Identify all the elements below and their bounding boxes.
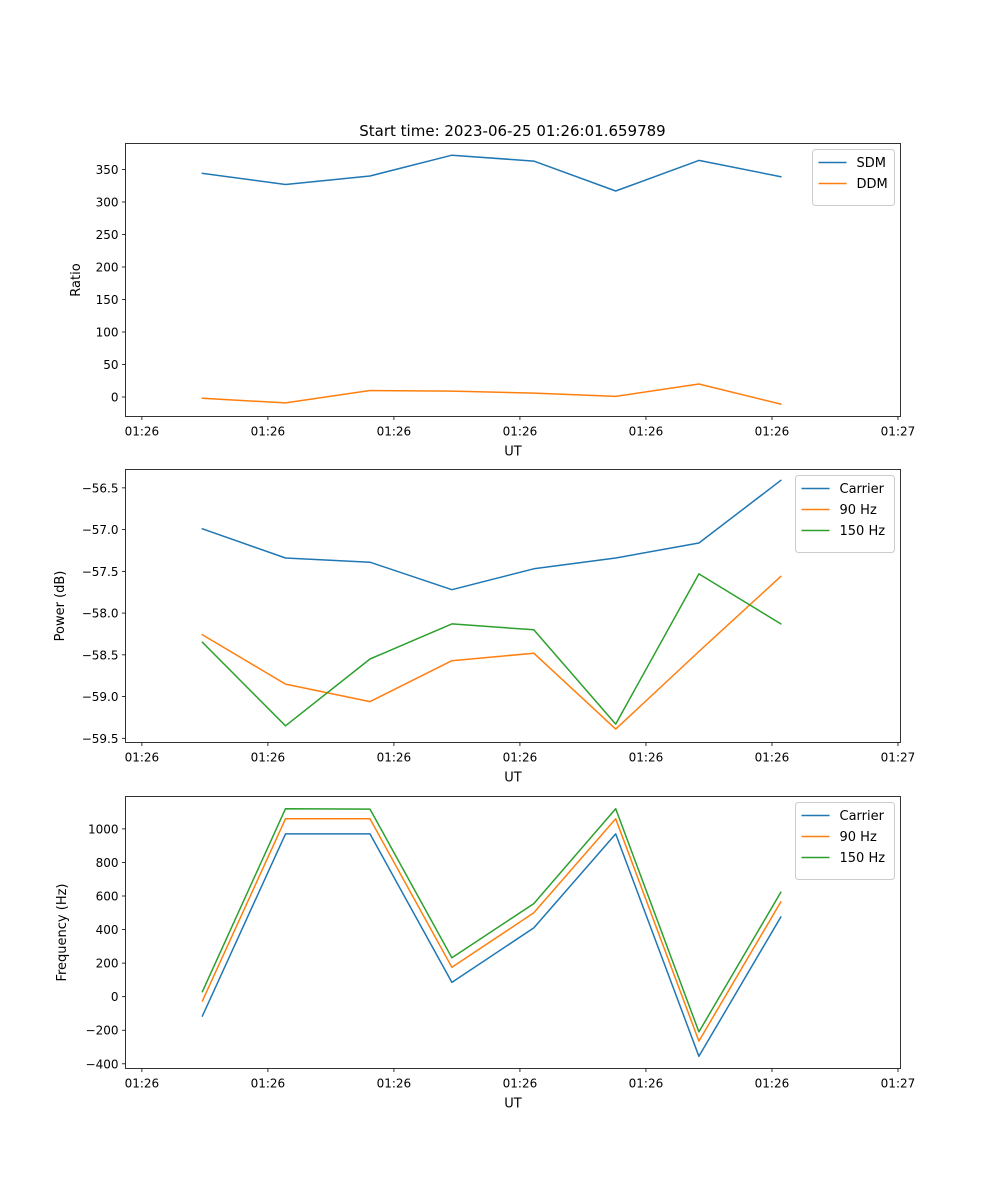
x-tick-label: 01:26 bbox=[251, 1077, 286, 1091]
x-tick-label: 01:27 bbox=[881, 751, 916, 765]
y-tick-label: 200 bbox=[96, 957, 119, 971]
legend-label: Carrier bbox=[840, 482, 885, 497]
y-axis-label: Power (dB) bbox=[53, 571, 68, 642]
legend-label: Carrier bbox=[840, 809, 885, 824]
y-tick-label: −59.0 bbox=[82, 690, 119, 704]
legend: SDM DDM bbox=[812, 149, 895, 206]
legend-label: 150 Hz bbox=[840, 524, 886, 539]
series-line-carrier bbox=[201, 833, 782, 1058]
x-tick-label: 01:26 bbox=[377, 425, 412, 439]
series-line-sdm bbox=[201, 154, 782, 192]
x-tick-label: 01:26 bbox=[629, 425, 664, 439]
y-tick-label: 600 bbox=[96, 890, 119, 904]
legend: Carrier 90 Hz 150 Hz bbox=[795, 475, 895, 553]
x-tick-label: 01:26 bbox=[377, 751, 412, 765]
legend: Carrier 90 Hz 150 Hz bbox=[795, 802, 895, 880]
x-axis-label: UT bbox=[504, 1097, 522, 1112]
legend-label: 150 Hz bbox=[840, 851, 886, 866]
x-tick-label: 01:26 bbox=[503, 751, 538, 765]
legend-box bbox=[795, 475, 895, 553]
y-tick-label: −58.5 bbox=[82, 648, 119, 662]
y-tick-label: −59.5 bbox=[82, 732, 119, 746]
series-line-90-hz bbox=[201, 575, 782, 730]
x-tick-label: 01:26 bbox=[503, 1077, 538, 1091]
y-axis-label: Ratio bbox=[69, 263, 84, 296]
chart-panel-2: 01:26 01:26 01:26 01:26 01:26 01:26 01:27 −59.5… bbox=[53, 469, 916, 786]
series-line-150-hz bbox=[201, 807, 782, 1033]
y-tick-label: 400 bbox=[96, 923, 119, 937]
y-tick-label: 350 bbox=[96, 163, 119, 177]
series-line-90-hz bbox=[201, 818, 782, 1042]
x-tick-label: 01:26 bbox=[377, 1077, 412, 1091]
legend-label: 90 Hz bbox=[840, 503, 877, 518]
y-axis-label: Frequency (Hz) bbox=[55, 883, 70, 981]
axes-frame bbox=[125, 469, 901, 743]
x-tick-label: 01:26 bbox=[755, 425, 790, 439]
y-tick-label: −56.5 bbox=[82, 481, 119, 495]
y-tick-label: 800 bbox=[96, 856, 119, 870]
y-tick-label: 300 bbox=[96, 196, 119, 210]
series-line-ddm bbox=[201, 383, 782, 406]
legend-box bbox=[812, 149, 895, 206]
x-tick-label: 01:26 bbox=[755, 751, 790, 765]
x-tick-label: 01:26 bbox=[251, 425, 286, 439]
legend-label: DDM bbox=[857, 177, 888, 192]
y-tick-label: −57.5 bbox=[82, 565, 119, 579]
y-tick-label: 200 bbox=[96, 261, 119, 275]
x-tick-label: 01:26 bbox=[629, 1077, 664, 1091]
x-tick-label: 01:27 bbox=[881, 1077, 916, 1091]
y-tick-label: 1000 bbox=[88, 822, 119, 836]
legend-box bbox=[795, 802, 895, 880]
charts-container: 01:26 01:26 01:26 01:26 01:26 01:26 01:27 0 50 10… bbox=[53, 143, 916, 1112]
x-tick-label: 01:26 bbox=[125, 425, 160, 439]
x-axis-label: UT bbox=[504, 445, 522, 460]
y-tick-label: 250 bbox=[96, 228, 119, 242]
y-tick-label: −400 bbox=[86, 1057, 119, 1071]
axes-frame bbox=[125, 143, 901, 417]
chart-panel-1: 01:26 01:26 01:26 01:26 01:26 01:26 01:27 0 50 10… bbox=[69, 143, 916, 460]
y-tick-label: −200 bbox=[86, 1024, 119, 1038]
axes-frame bbox=[125, 796, 901, 1069]
chart-panel-3: 01:26 01:26 01:26 01:26 01:26 01:26 01:27 −400 −… bbox=[55, 796, 916, 1112]
x-axis-label: UT bbox=[504, 771, 522, 786]
legend-label: 90 Hz bbox=[840, 830, 877, 845]
x-tick-label: 01:27 bbox=[881, 425, 916, 439]
y-tick-label: 100 bbox=[96, 326, 119, 340]
y-tick-label: 50 bbox=[103, 358, 118, 372]
x-tick-label: 01:26 bbox=[629, 751, 664, 765]
y-tick-label: 150 bbox=[96, 293, 119, 307]
y-tick-label: −57.0 bbox=[82, 523, 119, 537]
x-tick-label: 01:26 bbox=[755, 1077, 790, 1091]
x-tick-label: 01:26 bbox=[125, 751, 160, 765]
legend-label: SDM bbox=[857, 156, 886, 171]
y-tick-label: −58.0 bbox=[82, 607, 119, 621]
series-line-carrier bbox=[201, 479, 782, 591]
y-tick-label: 0 bbox=[111, 990, 119, 1004]
x-tick-label: 01:26 bbox=[503, 425, 538, 439]
figure-title: Start time: 2023-06-25 01:26:01.659789 bbox=[359, 122, 665, 140]
x-tick-label: 01:26 bbox=[251, 751, 286, 765]
series-line-150-hz bbox=[201, 573, 782, 727]
x-tick-label: 01:26 bbox=[125, 1077, 160, 1091]
y-tick-label: 0 bbox=[111, 391, 119, 405]
